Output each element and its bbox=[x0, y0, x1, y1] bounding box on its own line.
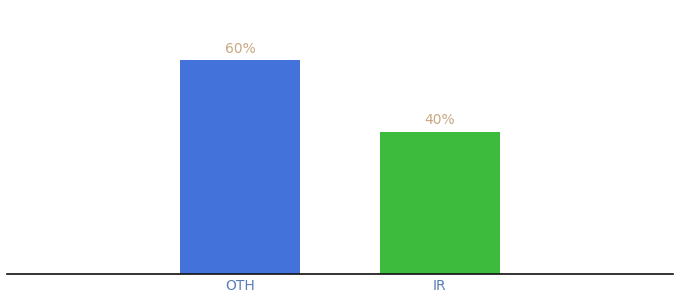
Text: 40%: 40% bbox=[424, 113, 455, 128]
Text: 60%: 60% bbox=[224, 42, 256, 56]
Bar bbox=[380, 132, 500, 274]
Bar bbox=[180, 60, 300, 274]
